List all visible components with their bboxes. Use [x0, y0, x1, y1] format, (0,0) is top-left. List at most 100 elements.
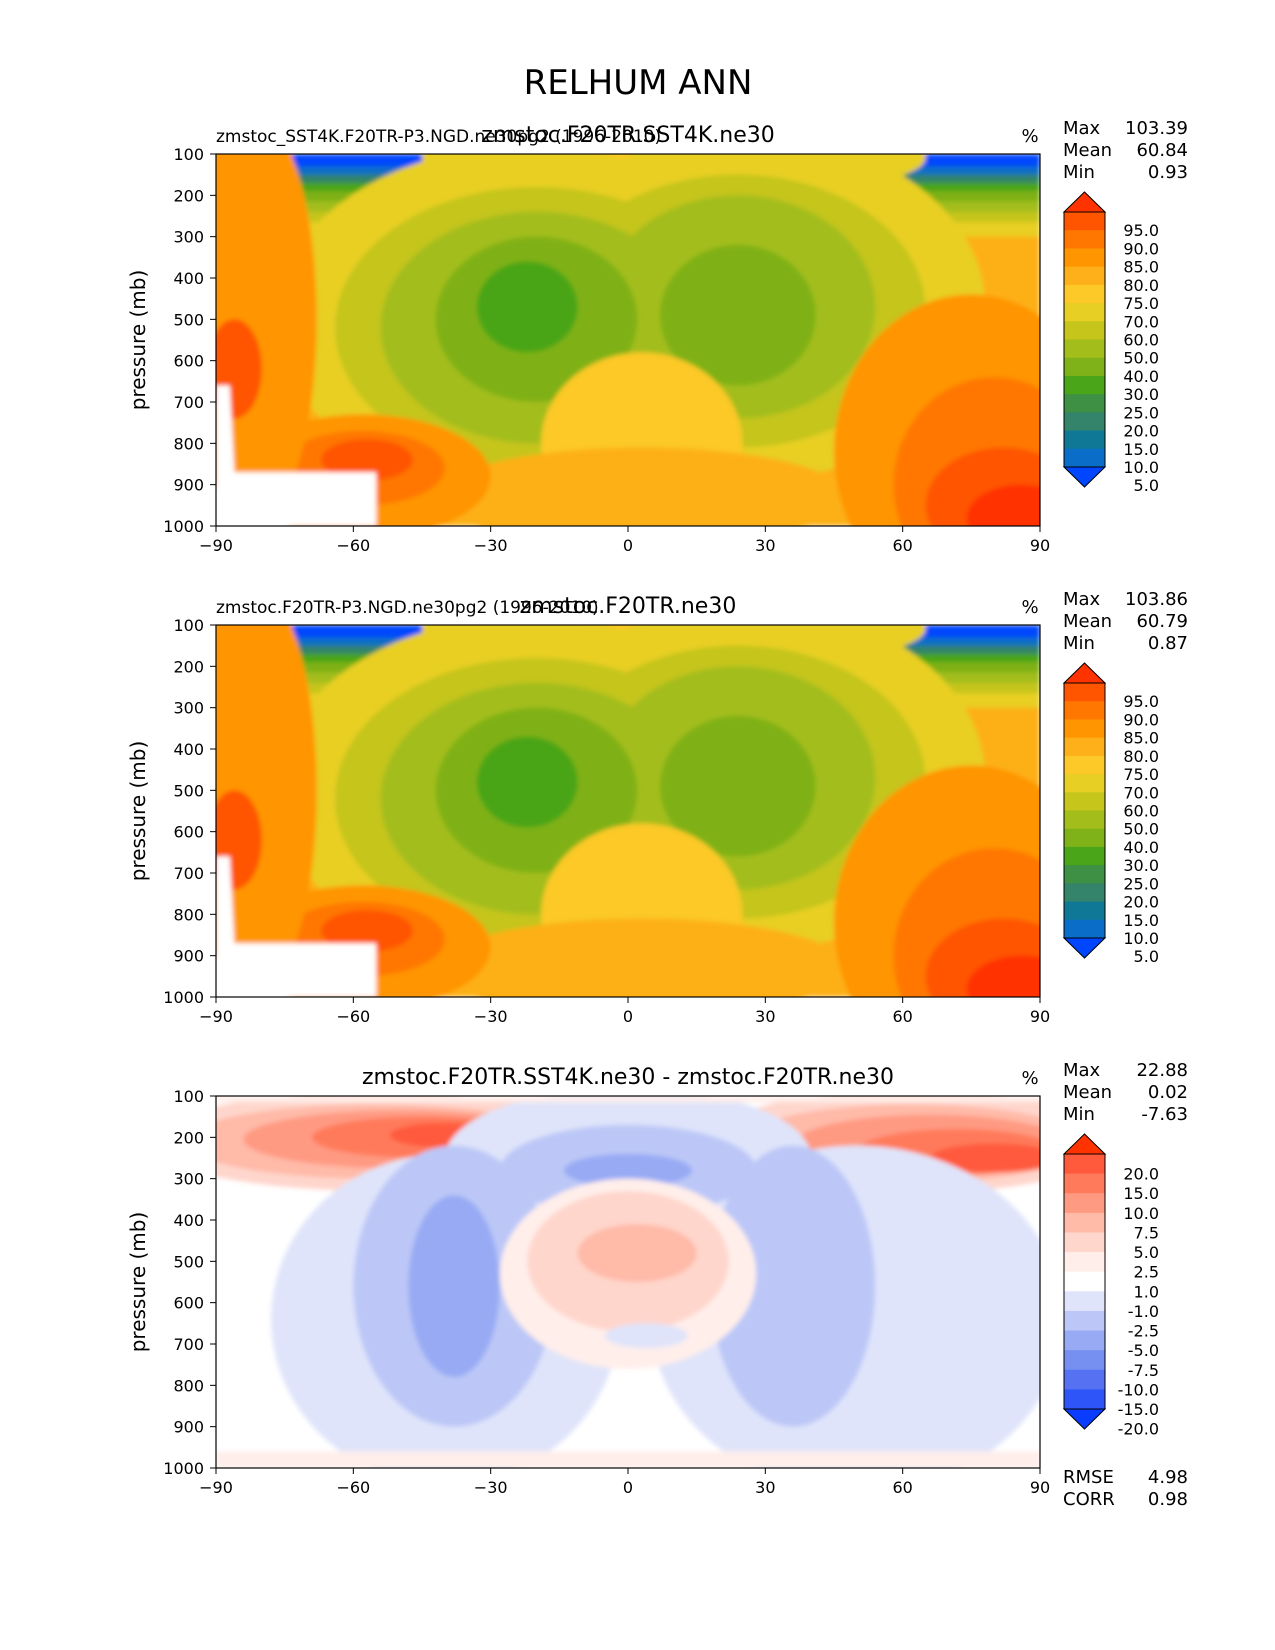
x-tick-label: −60 [336, 1478, 370, 1497]
x-tick-label: 0 [623, 1007, 633, 1026]
colorbar-swatch [1064, 357, 1105, 377]
colorbar-swatch [1064, 430, 1105, 450]
stat-value: 60.84 [1136, 140, 1188, 161]
colorbar-label: 85.0 [1123, 258, 1159, 277]
colorbar-label: 20.0 [1123, 1165, 1159, 1184]
colorbar-label: 50.0 [1123, 349, 1159, 368]
colorbar-label: 70.0 [1123, 312, 1159, 331]
contour-region [710, 1145, 876, 1427]
colorbar-label: 70.0 [1123, 783, 1159, 802]
colorbar-label: -2.5 [1128, 1322, 1159, 1341]
colorbar-label: 50.0 [1123, 820, 1159, 839]
colorbar-swatch [1064, 412, 1105, 432]
panel-title: zmstoc.F20TR.SST4K.ne30 - zmstoc.F20TR.n… [362, 1065, 894, 1090]
colorbar-label: 80.0 [1123, 747, 1159, 766]
colorbar-label: -15.0 [1118, 1400, 1159, 1419]
colorbar-label: 10.0 [1123, 458, 1159, 477]
colorbar-swatch [1064, 1350, 1105, 1371]
colorbar-label: 25.0 [1123, 403, 1159, 422]
colorbar-swatch [1064, 1252, 1105, 1273]
contour-region [321, 910, 413, 952]
stat-label: Max [1063, 589, 1101, 610]
contour-region [321, 439, 413, 481]
y-tick-label: 600 [173, 352, 204, 371]
colorbar-label: 95.0 [1123, 221, 1159, 240]
y-tick-label: 400 [173, 740, 204, 759]
colorbar-2: 95.090.085.080.075.070.060.050.040.030.0… [1062, 662, 1159, 966]
colorbar-label: 75.0 [1123, 294, 1159, 313]
y-tick-label: 800 [173, 1376, 204, 1395]
x-tick-label: 60 [892, 1478, 912, 1497]
colorbar-extend-min [1062, 1408, 1107, 1430]
y-tick-label: 100 [173, 1087, 204, 1106]
colorbar-label: 10.0 [1123, 1204, 1159, 1223]
colorbar-swatch [1064, 448, 1105, 468]
contour-field [216, 154, 1040, 526]
contour-layers [216, 1096, 1040, 1468]
stat-value: 4.98 [1148, 1467, 1188, 1488]
contour-region [435, 918, 848, 997]
colorbar-extend-min [1062, 466, 1107, 488]
colorbar-label: 5.0 [1134, 947, 1159, 966]
contour-region [476, 261, 578, 353]
x-tick-label: −30 [474, 1478, 508, 1497]
colorbar-label: 10.0 [1123, 929, 1159, 948]
contour-region [605, 1323, 688, 1349]
stat-value: 60.79 [1136, 611, 1188, 632]
colorbar-swatch [1064, 865, 1105, 884]
y-tick-label: 800 [173, 905, 204, 924]
stat-label: Min [1063, 162, 1095, 183]
x-tick-label: 90 [1030, 1007, 1050, 1026]
colorbar-swatch [1064, 321, 1105, 340]
colorbar-label: 2.5 [1134, 1263, 1159, 1282]
contour-region [930, 1143, 1040, 1173]
panel-subtitle: zmstoc.F20TR-P3.NGD.ne30pg2 (1996-2010) [216, 598, 599, 618]
y-axis-label: pressure (mb) [126, 741, 150, 882]
colorbar-swatch [1064, 737, 1105, 757]
y-tick-label: 600 [173, 1294, 204, 1313]
contour-region [660, 244, 816, 386]
contour-region [563, 1153, 693, 1187]
contour-region [660, 715, 816, 857]
colorbar-swatch [1064, 1330, 1105, 1351]
y-tick-label: 500 [173, 781, 204, 800]
contour-region [966, 484, 1040, 526]
x-tick-label: −90 [199, 536, 233, 555]
colorbar-label: -20.0 [1118, 1420, 1159, 1439]
colorbar-label: 40.0 [1123, 838, 1159, 857]
colorbar-swatch [1064, 1369, 1105, 1390]
colorbar-swatch [1064, 230, 1105, 249]
colorbar-swatch [1064, 339, 1105, 359]
y-tick-label: 700 [173, 1335, 204, 1354]
units-label: % [1021, 126, 1038, 147]
colorbar-label: 15.0 [1123, 1184, 1159, 1203]
contour-region [966, 955, 1040, 997]
colorbar-label: 20.0 [1123, 422, 1159, 441]
y-tick-label: 300 [173, 1170, 204, 1189]
colorbar-swatch [1064, 1193, 1105, 1214]
x-tick-label: −90 [199, 1007, 233, 1026]
colorbar-swatch [1064, 248, 1105, 268]
colorbar-label: 5.0 [1134, 1243, 1159, 1262]
colorbar-label: 1.0 [1134, 1282, 1159, 1301]
stat-value: 0.93 [1148, 162, 1188, 183]
panel-subtitle: zmstoc_SST4K.F20TR-P3.NGD.ne30pg2 (1996-… [216, 127, 661, 147]
y-tick-label: 1000 [163, 988, 204, 1007]
stat-value: -7.63 [1141, 1104, 1188, 1125]
y-tick-label: 1000 [163, 1459, 204, 1478]
colorbar-swatch [1064, 266, 1105, 286]
stat-label: Max [1063, 118, 1101, 139]
colorbar-label: 60.0 [1123, 331, 1159, 350]
colorbar-frame [1063, 682, 1106, 939]
y-tick-label: 400 [173, 1211, 204, 1230]
stat-label: RMSE [1063, 1467, 1114, 1488]
topography-mask [216, 856, 377, 997]
y-tick-label: 500 [173, 1252, 204, 1271]
colorbar-swatch [1064, 883, 1105, 903]
stat-value: 0.98 [1148, 1489, 1188, 1510]
y-tick-label: 800 [173, 434, 204, 453]
panel-title: zmstoc.F20TR.ne30 [520, 594, 737, 619]
colorbar-swatch [1064, 919, 1105, 939]
colorbar-label: -5.0 [1128, 1341, 1159, 1360]
